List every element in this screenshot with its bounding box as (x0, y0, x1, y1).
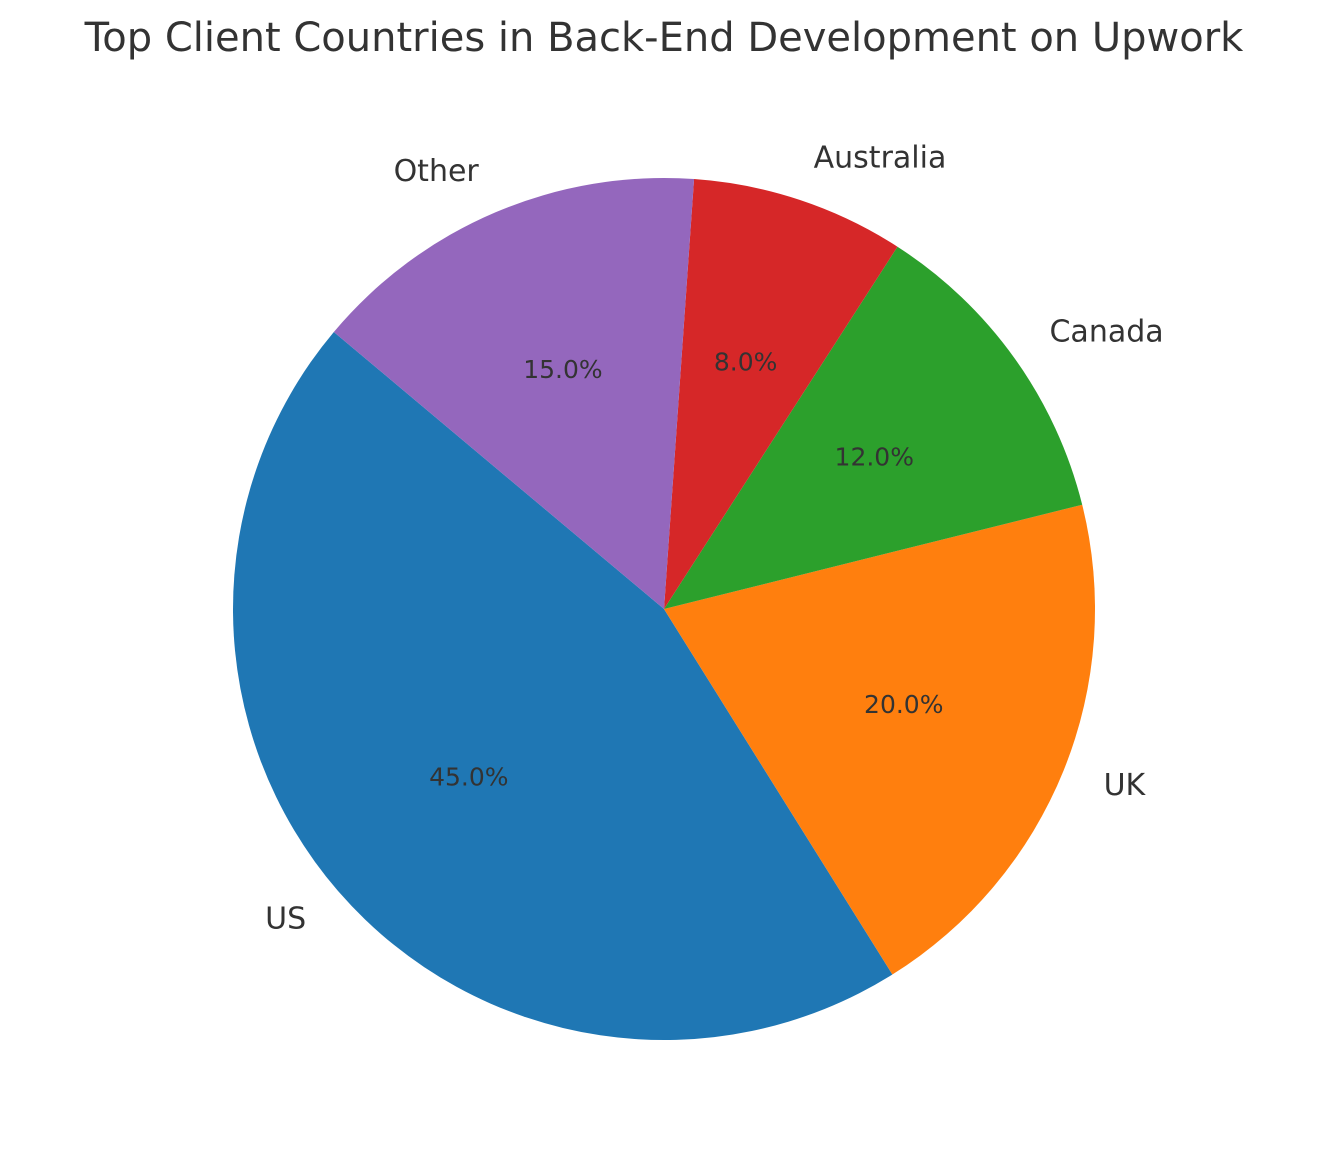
slice-label: US (265, 902, 306, 937)
value-label: 12.0% (835, 442, 914, 471)
value-label: 45.0% (429, 763, 508, 792)
value-label: 20.0% (864, 690, 943, 719)
value-label: 15.0% (523, 355, 602, 384)
slice-label: Canada (1049, 315, 1163, 350)
pie-slice (664, 504, 1095, 975)
chart-title: Top Client Countries in Back-End Develop… (84, 15, 1245, 61)
slice-label: Australia (814, 141, 947, 176)
pie-slice (333, 177, 695, 609)
pie-slice (664, 179, 898, 609)
pie-slice (232, 331, 893, 1041)
pie-slice (664, 246, 1083, 609)
slice-label: Other (394, 154, 480, 189)
slice-label: UK (1104, 768, 1147, 803)
value-label: 8.0% (714, 348, 778, 377)
